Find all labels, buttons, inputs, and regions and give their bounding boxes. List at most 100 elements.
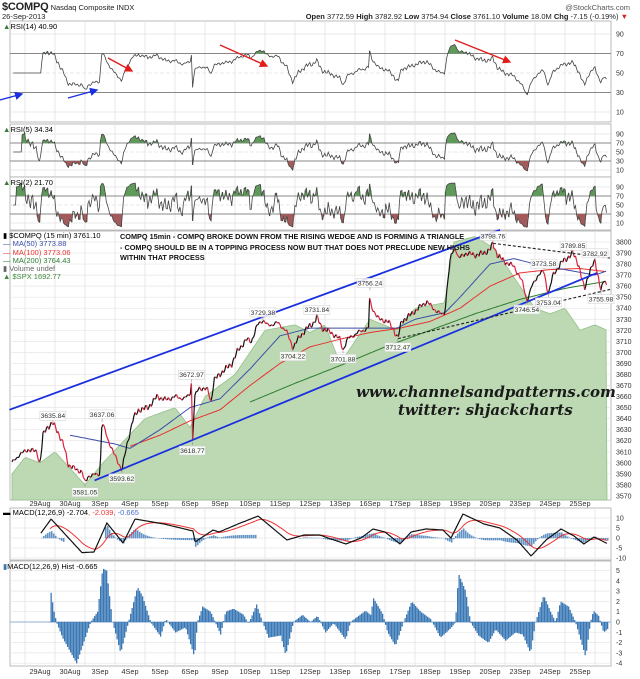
hist-bar <box>347 622 349 631</box>
macd-panel-hist-bar <box>508 538 511 543</box>
triangle-lower-trendline <box>397 288 611 340</box>
hist-bar <box>509 622 511 637</box>
macd-panel-hist-bar <box>414 534 417 539</box>
macd-panel-hist-bar <box>358 536 361 539</box>
hist-bar <box>340 622 342 633</box>
date-tick-label: 11Sep <box>270 499 291 508</box>
red-arrow-annotation <box>454 39 512 64</box>
macd-panel-hist-bar <box>562 533 565 539</box>
hist-bar <box>169 622 171 625</box>
hist-bar <box>284 622 286 653</box>
hist-bar <box>379 608 381 623</box>
hist-bar <box>110 609 112 623</box>
hist-bar <box>497 622 499 633</box>
hist-axis-label: -1 <box>616 630 622 637</box>
hist-bar <box>383 619 385 623</box>
hist-bar <box>355 618 357 623</box>
hist-bar <box>388 622 390 634</box>
macd-panel-hist-bar <box>180 538 183 540</box>
price-axis-label: 3650 <box>616 405 632 412</box>
hist-bar <box>214 620 216 623</box>
price-annotation-label: 3637.06 <box>90 412 115 419</box>
hist-bar <box>581 622 583 645</box>
macd-panel-hist-bar <box>478 538 481 540</box>
hist-bar <box>313 619 315 623</box>
macd-panel-hist-bar <box>364 534 367 539</box>
macd-panel-hist-bar <box>134 528 137 539</box>
macd-panel-hist-bar <box>126 536 129 539</box>
hist-bar <box>77 622 79 659</box>
price-down-bars <box>12 241 608 482</box>
hist-bar <box>128 619 130 623</box>
legend-volume: ▮ Volume undef <box>3 264 56 274</box>
legend-ma50: — MA(50) 3773.88 <box>3 239 67 249</box>
hist-bar <box>419 611 421 623</box>
macd-panel-hist-bar <box>462 528 465 539</box>
price-annotation-label: 3731.84 <box>305 307 330 314</box>
hist-bar <box>155 622 157 631</box>
hist-bar <box>565 604 567 623</box>
hist-bar <box>394 622 396 645</box>
legend-ma50-text: MA(50) 3773.88 <box>12 239 67 249</box>
macd-panel-hist-bar <box>132 530 135 539</box>
volume-value: 18.0M <box>530 12 552 21</box>
price-axis-label: 3670 <box>616 383 632 390</box>
macd-panel-hist-bar <box>460 529 463 539</box>
hist-bar <box>332 622 334 624</box>
hist-bar <box>163 622 165 627</box>
hist-bar <box>599 620 601 623</box>
hist-bar <box>562 602 564 623</box>
hist-bar <box>580 622 582 640</box>
hist-bar <box>460 578 462 623</box>
hist-bar <box>448 622 450 631</box>
hist-bar <box>416 607 418 623</box>
macd-panel-hist-bar <box>424 535 427 539</box>
hist-bar <box>91 620 93 623</box>
hist-bar <box>140 593 142 623</box>
rsi2-axis-label: 90 <box>616 185 624 192</box>
hist-bar <box>367 612 369 623</box>
hist-bar <box>263 622 265 627</box>
hist-bar <box>344 622 346 639</box>
macd-panel-hist-bar <box>492 538 495 541</box>
hist-bar <box>208 610 210 623</box>
hist-bar <box>145 605 147 623</box>
macd-panel-hist-bar <box>420 535 423 539</box>
macd-axis-label: 0 <box>616 536 620 543</box>
macd-panel-hist-bar <box>566 536 569 539</box>
macd-panel-hist-bar <box>142 534 145 539</box>
rsi5-axis-label: 30 <box>616 159 624 166</box>
price-annotation-label: 3701.88 <box>331 356 356 363</box>
hist-bar <box>353 619 355 623</box>
macd-panel-hist-bar <box>452 538 455 540</box>
rsi5-axis-label: 70 <box>616 141 624 148</box>
hist-bar <box>205 608 207 623</box>
macd-panel-hist-bar <box>302 537 305 539</box>
hist-bar <box>224 614 226 623</box>
hist-bar <box>518 622 520 634</box>
macd-panel-hist-bar <box>196 538 199 546</box>
hist-bar <box>142 596 144 623</box>
legend-ma100-text: MA(100) 3773.06 <box>12 247 71 257</box>
commentary-line-3: WITHIN THAT PROCESS <box>120 253 205 262</box>
macd-panel-hist-bar <box>354 537 357 539</box>
hist-bar <box>308 620 310 623</box>
hist-bar <box>503 622 505 639</box>
macd-panel-hist-bar <box>574 538 577 541</box>
macd-panel-hist-bar <box>548 533 551 539</box>
date-tick-label: 6Sep <box>181 667 198 676</box>
hist-bar <box>152 622 154 626</box>
date-tick-label: 25Sep <box>569 667 590 676</box>
hist-bar <box>59 622 61 632</box>
histogram-icon: ▮ <box>3 562 8 571</box>
down-arrow-icon: ▼ <box>620 12 628 21</box>
hist-bar <box>520 622 522 634</box>
date-tick-label: 3Sep <box>91 667 108 676</box>
hist-bar <box>521 622 523 635</box>
macd-panel-hist-bar <box>398 538 401 543</box>
hist-bar <box>574 620 576 623</box>
date-tick-label: 13Sep <box>329 667 350 676</box>
hist-bar <box>79 622 81 655</box>
hist-bar <box>68 622 70 650</box>
macd-panel-hist-bar <box>596 537 599 539</box>
